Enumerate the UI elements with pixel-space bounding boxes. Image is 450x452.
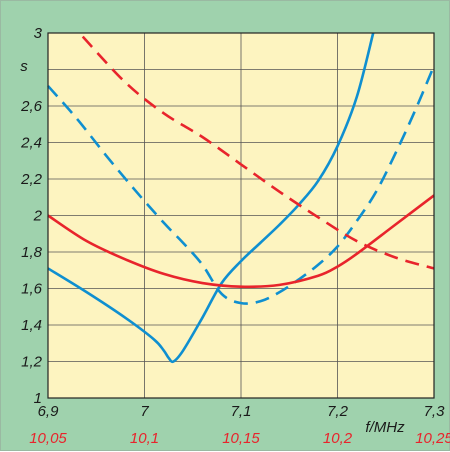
x2-tick-label: 10,15 <box>222 430 260 447</box>
y-tick-label: 2 <box>33 208 43 225</box>
y-tick-label: 2,6 <box>20 98 43 115</box>
y-tick-label: 1,8 <box>21 244 43 261</box>
y-tick-label: 2,2 <box>20 171 43 188</box>
y-tick-label: 2,4 <box>20 135 42 152</box>
plot-border <box>47 32 435 399</box>
y-tick-label: 1 <box>34 390 42 407</box>
blue-dashed-series-line <box>47 65 436 305</box>
x-tick-label: 7 <box>140 403 149 420</box>
x-tick-label: 7,1 <box>231 403 252 420</box>
y-tick-label: 1,2 <box>21 354 43 371</box>
x-axis-label: f/MHz <box>365 419 405 436</box>
blue-solid-series-line <box>47 32 375 364</box>
x2-tick-label: 10,05 <box>29 430 67 447</box>
red-dashed-series-line <box>81 35 435 270</box>
x-tick-label: 7,2 <box>327 403 349 420</box>
x2-tick-label: 10,1 <box>130 430 159 447</box>
y-tick-label: 1,4 <box>21 317 42 334</box>
x-tick-label: 7,3 <box>424 403 446 420</box>
x-tick-labels: 6,9 7 7,1 7,2 7,3 <box>38 403 446 420</box>
y-tick-label: 3 <box>34 25 43 42</box>
y-tick-labels: 1 1,2 1,4 1,6 1,8 2 2,2 2,4 2,6 3 <box>20 25 43 407</box>
x2-tick-label: 10,2 <box>323 430 353 447</box>
y-axis-label: s <box>20 58 28 75</box>
x2-tick-label: 10,25 <box>415 430 450 447</box>
x2-tick-labels: 10,05 10,1 10,15 10,2 10,25 <box>29 430 450 447</box>
series-layer <box>47 32 436 364</box>
x-tick-label: 6,9 <box>38 403 60 420</box>
red-solid-series-line <box>47 194 435 289</box>
y-tick-label: 1,6 <box>21 281 43 298</box>
